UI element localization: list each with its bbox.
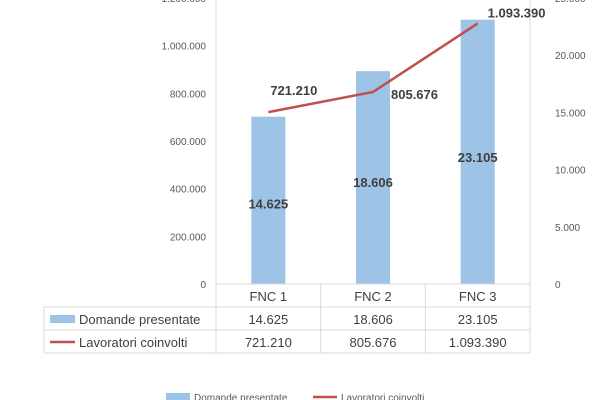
y2-tick-label: 5.000 (555, 223, 580, 234)
y-tick-label: 600.000 (170, 137, 207, 148)
table-cell: 14.625 (248, 312, 288, 327)
plot-area: 0 200.000 400.000 600.000 800.000 1.000.000 1.… (162, 0, 586, 291)
bar-data-label: 23.105 (458, 150, 498, 165)
table-series-key-bar (50, 315, 75, 323)
table-cell: 18.606 (353, 312, 393, 327)
category-label: FNC 2 (354, 289, 392, 304)
y-tick-label: 0 (200, 280, 206, 291)
category-label: FNC 3 (459, 289, 497, 304)
y2-tick-label: 10.000 (555, 166, 586, 177)
table-cell: 1.093.390 (449, 335, 507, 350)
y2-tick-label: 15.000 (555, 108, 586, 119)
bar-data-label: 18.606 (353, 175, 393, 190)
bar (356, 71, 390, 284)
data-table: FNC 1 FNC 2 FNC 3 Domande presentate Lavorat… (43, 283, 531, 354)
y-tick-label: 1.000.000 (162, 42, 207, 53)
y2-tick-label: 20.000 (555, 51, 586, 62)
category-label: FNC 1 (250, 289, 288, 304)
table-cell: 805.676 (350, 335, 397, 350)
line-data-label: 1.093.390 (488, 5, 546, 20)
y-tick-label: 400.000 (170, 185, 207, 196)
line-data-label: 805.676 (391, 87, 438, 102)
line-data-label: 721.210 (270, 83, 317, 98)
bar (460, 19, 495, 284)
bar (251, 116, 286, 284)
table-series-name: Lavoratori coinvolti (79, 335, 187, 350)
series-line (268, 22, 479, 114)
legend: Domande presentate Lavoratori coinvolti (166, 393, 424, 400)
y2-tick-label: 0 (555, 280, 561, 291)
table-series-name: Domande presentate (79, 312, 200, 327)
table-cell: 23.105 (458, 312, 498, 327)
bar-data-label: 14.625 (248, 197, 288, 212)
legend-key-bar (166, 393, 190, 400)
table-cell: 721.210 (245, 335, 292, 350)
y-tick-label: 800.000 (170, 89, 207, 100)
legend-label: Lavoratori coinvolti (341, 393, 424, 400)
legend-label: Domande presentate (194, 393, 288, 400)
y-tick-label: 200.000 (170, 232, 207, 243)
y2-tick-label: 25.000 (555, 0, 586, 5)
y-tick-label: 1.200.000 (162, 0, 207, 5)
